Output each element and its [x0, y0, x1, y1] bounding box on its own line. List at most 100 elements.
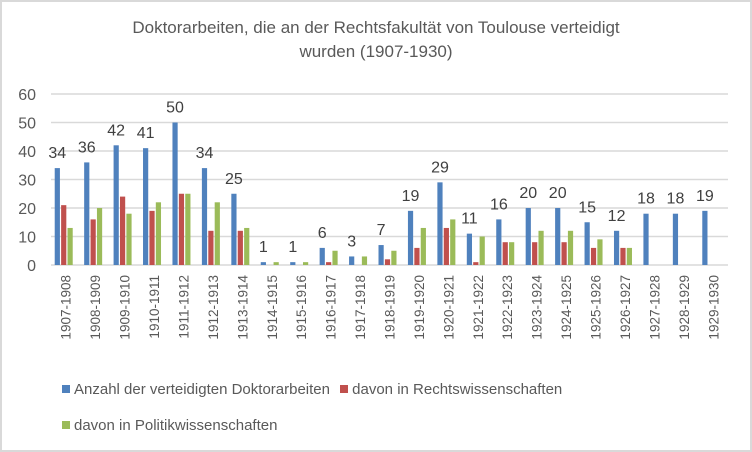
x-tick-label: 1911-1912: [176, 275, 191, 339]
bars: [54, 122, 708, 265]
legend-item-politics: davon in Politikwissenschaften: [62, 412, 277, 438]
bar-2-1923-1924: [538, 230, 544, 265]
x-tick-label: 1920-1921: [441, 275, 456, 340]
data-label: 18: [667, 191, 685, 208]
bar-2-1926-1927: [626, 247, 632, 265]
legend: Anzahl der verteidigten Doktorarbeiten d…: [62, 376, 722, 448]
bar-1-1926-1927: [620, 247, 626, 265]
bar-0-1913-1914: [231, 193, 237, 265]
data-label: 19: [402, 188, 420, 205]
x-tick-label: 1915-1916: [294, 275, 309, 340]
bar-0-1907-1908: [54, 168, 60, 265]
bar-1-1923-1924: [532, 242, 538, 265]
bar-2-1921-1922: [479, 236, 485, 265]
data-label: 18: [637, 191, 655, 208]
bar-1-1922-1923: [502, 242, 508, 265]
data-label: 1: [259, 239, 268, 256]
bar-2-1914-1915: [273, 262, 279, 265]
x-tick-label: 1926-1927: [618, 275, 633, 340]
bar-1-1919-1920: [414, 247, 420, 265]
x-tick-label: 1908-1909: [88, 275, 103, 340]
x-tick-label: 1921-1922: [471, 275, 486, 340]
bar-2-1913-1914: [244, 227, 250, 265]
bar-0-1926-1927: [613, 230, 620, 265]
chart-title-line-1: Doktorarbeiten, die an der Rechtsfakultä…: [132, 18, 620, 37]
bar-0-1921-1922: [466, 233, 473, 265]
data-label: 20: [549, 185, 567, 202]
bar-2-1912-1913: [214, 202, 220, 265]
data-label: 19: [696, 188, 714, 205]
y-tick-label: 60: [18, 87, 36, 104]
x-tick-label: 1925-1926: [589, 275, 604, 340]
bar-2-1920-1921: [450, 219, 456, 265]
bar-2-1922-1923: [509, 242, 515, 265]
data-label: 25: [225, 171, 243, 188]
legend-swatch-politics: [62, 421, 70, 429]
data-label: 15: [578, 199, 596, 216]
y-tick-label: 0: [27, 258, 36, 275]
legend-item-total: Anzahl der verteidigten Doktorarbeiten: [62, 376, 330, 402]
data-label: 20: [519, 185, 537, 202]
data-label: 36: [78, 139, 96, 156]
bar-1-1924-1925: [561, 242, 567, 265]
bar-2-1910-1911: [155, 202, 162, 265]
bar-1-1916-1917: [326, 262, 332, 265]
chart-title-line-2: wurden (1907-1930): [299, 42, 453, 61]
bar-0-1911-1912: [172, 122, 178, 265]
bar-1-1911-1912: [178, 193, 185, 265]
legend-item-law: davon in Rechtswissenschaften: [340, 376, 562, 402]
bar-2-1911-1912: [185, 193, 191, 265]
bar-0-1914-1915: [260, 262, 266, 265]
data-label: 1: [288, 239, 297, 256]
bar-1-1908-1909: [90, 219, 96, 265]
y-tick-label: 50: [18, 116, 36, 133]
bar-0-1925-1926: [584, 222, 590, 265]
x-tick-label: 1907-1908: [59, 275, 74, 340]
bar-2-1925-1926: [597, 239, 603, 265]
bar-0-1919-1920: [407, 210, 414, 265]
x-tick-label: 1924-1925: [559, 275, 574, 340]
data-label: 11: [461, 211, 478, 228]
bar-0-1908-1909: [84, 162, 90, 265]
x-tick-label: 1929-1930: [706, 275, 721, 340]
y-tick-label: 10: [18, 230, 36, 247]
bar-2-1909-1910: [126, 213, 132, 265]
data-label: 6: [318, 225, 327, 242]
bar-2-1918-1919: [391, 250, 397, 265]
x-tick-label: 1917-1918: [353, 275, 368, 340]
data-label: 42: [107, 122, 125, 139]
bar-1-1912-1913: [208, 230, 214, 265]
bar-2-1916-1917: [332, 250, 338, 265]
bar-1-1921-1922: [473, 262, 479, 265]
x-tick-label: 1922-1923: [500, 275, 515, 340]
bar-0-1916-1917: [319, 247, 325, 265]
legend-label-politics: davon in Politikwissenschaften: [74, 416, 278, 434]
x-tick-label: 1910-1911: [147, 275, 162, 339]
y-axis-ticks: 0 10 20 30 40 50 60: [18, 87, 36, 275]
bar-0-1915-1916: [290, 262, 296, 265]
bar-2-1919-1920: [420, 227, 426, 265]
x-tick-label: 1928-1929: [677, 275, 692, 340]
bar-0-1923-1924: [525, 208, 531, 265]
legend-swatch-total: [62, 385, 70, 393]
y-tick-label: 40: [18, 144, 36, 161]
bar-2-1907-1908: [67, 227, 73, 265]
x-tick-label: 1923-1924: [530, 275, 545, 340]
data-label: 41: [137, 125, 155, 142]
bar-0-1922-1923: [496, 219, 502, 265]
chart-title: Doktorarbeiten, die an der Rechtsfakultä…: [0, 16, 752, 64]
bar-2-1924-1925: [567, 230, 574, 265]
bar-0-1928-1929: [672, 213, 679, 265]
bar-1-1907-1908: [61, 205, 67, 265]
data-label: 16: [490, 196, 508, 213]
bar-1-1913-1914: [237, 230, 243, 265]
data-label: 7: [377, 222, 386, 239]
bar-1-1925-1926: [590, 247, 597, 265]
x-tick-label: 1916-1917: [324, 275, 339, 340]
x-tick-label: 1914-1915: [265, 275, 280, 340]
bar-0-1927-1928: [643, 213, 649, 265]
data-label: 3: [347, 233, 356, 250]
bar-0-1924-1925: [555, 208, 561, 265]
bar-1-1910-1911: [149, 210, 155, 265]
